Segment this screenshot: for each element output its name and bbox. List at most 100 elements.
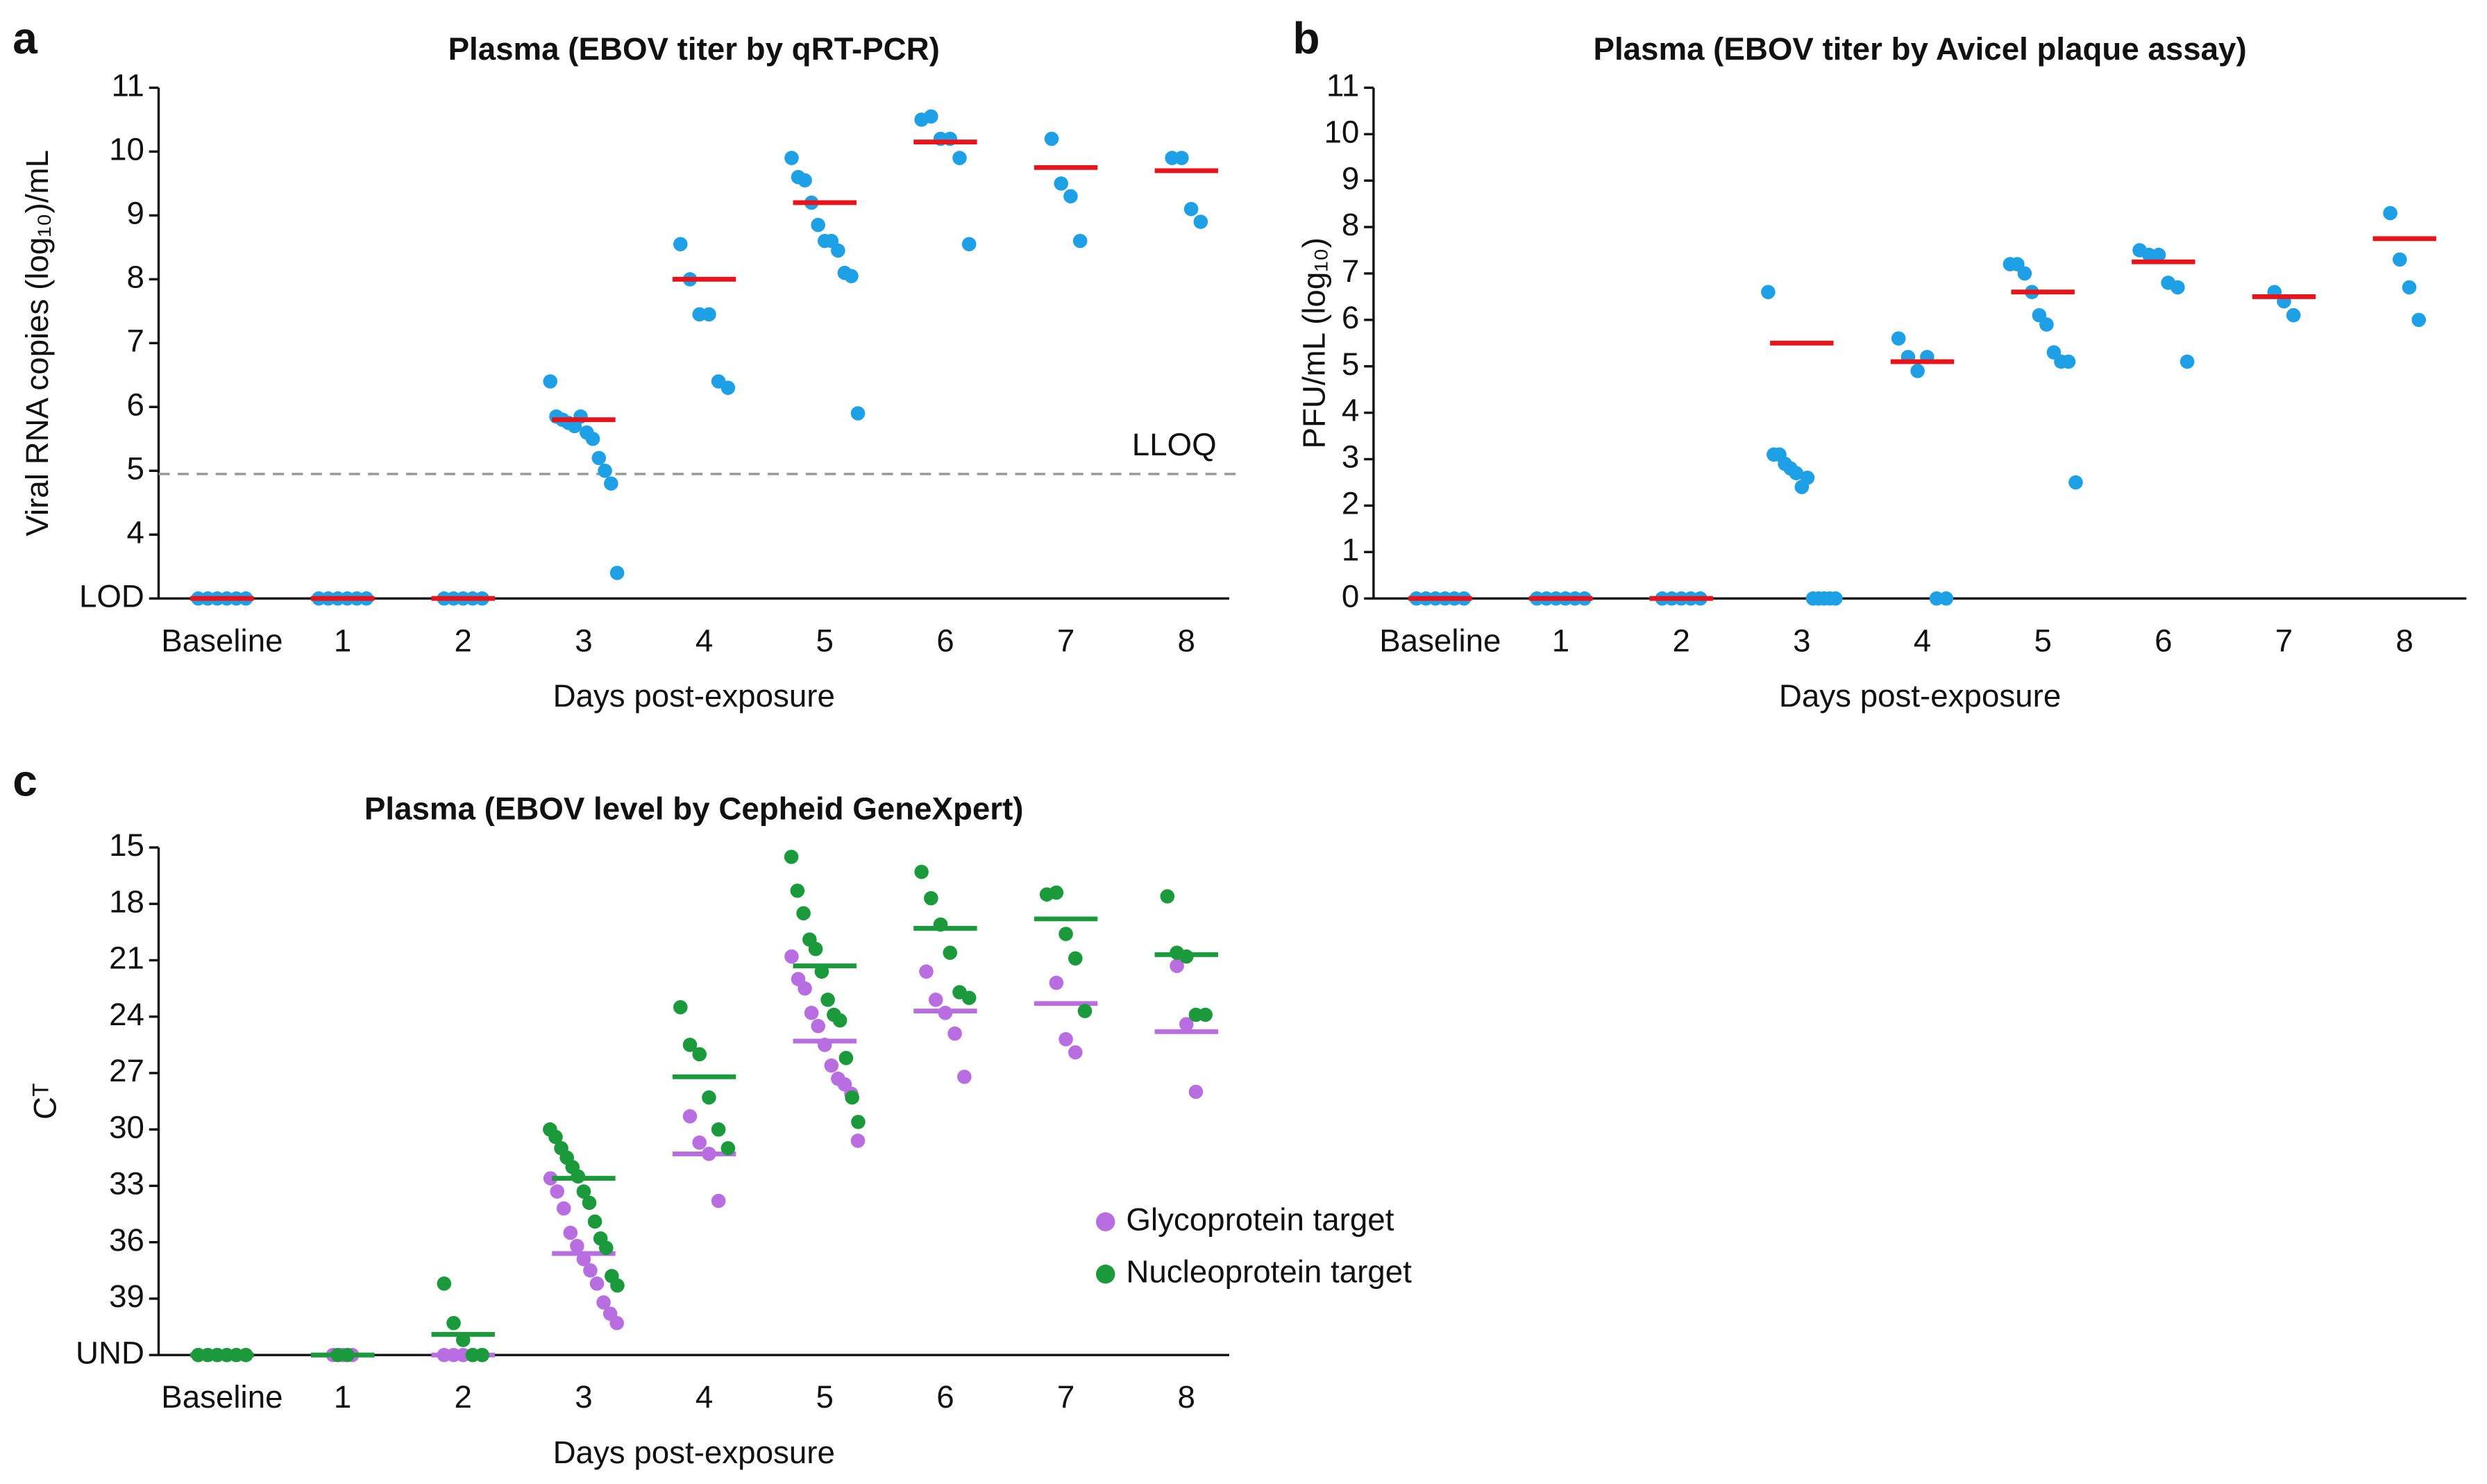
y-tick-label: 2 bbox=[1342, 485, 1359, 521]
data-point bbox=[1049, 885, 1064, 900]
y-tick-label: 30 bbox=[109, 1109, 144, 1145]
y-tick-label: 7 bbox=[1342, 253, 1359, 289]
data-point bbox=[583, 1263, 598, 1278]
data-point bbox=[2170, 280, 2185, 295]
data-point bbox=[1193, 214, 1208, 229]
x-tick-label: 2 bbox=[1672, 623, 1689, 658]
data-point bbox=[919, 964, 934, 979]
data-point bbox=[587, 1214, 602, 1229]
data-point bbox=[824, 1058, 839, 1073]
data-point bbox=[838, 1050, 854, 1065]
data-point bbox=[914, 864, 929, 879]
data-point bbox=[804, 1005, 819, 1020]
y-tick-label: 11 bbox=[112, 67, 144, 103]
x-tick-label: Baseline bbox=[161, 623, 283, 658]
data-point bbox=[784, 850, 799, 864]
data-point bbox=[548, 1129, 563, 1145]
chart-title: Plasma (EBOV level by Cepheid GeneXpert) bbox=[364, 791, 1024, 826]
data-point bbox=[550, 1184, 564, 1199]
y-axis-label: Viral RNA copies (log₁₀)/mL bbox=[19, 150, 55, 537]
data-point bbox=[2393, 252, 2407, 267]
data-point bbox=[924, 891, 938, 906]
data-point bbox=[543, 374, 558, 389]
data-point bbox=[844, 269, 859, 284]
panel-label: b bbox=[1292, 13, 1320, 63]
data-point bbox=[2068, 475, 2083, 490]
y-tick-label: 15 bbox=[109, 827, 144, 863]
data-point bbox=[1174, 151, 1189, 165]
x-axis-label: Days post-exposure bbox=[553, 678, 835, 714]
y-tick-label: 6 bbox=[127, 387, 144, 422]
y-tick-label: 18 bbox=[109, 884, 144, 919]
data-point bbox=[947, 1026, 962, 1041]
data-point bbox=[1910, 364, 1925, 378]
x-tick-label: 6 bbox=[936, 623, 954, 658]
x-tick-label: 7 bbox=[2275, 623, 2293, 658]
data-point bbox=[1800, 471, 1815, 485]
data-point bbox=[604, 476, 618, 491]
data-point bbox=[1789, 466, 1804, 480]
data-point bbox=[784, 151, 799, 165]
data-point bbox=[1198, 1007, 1213, 1022]
data-point bbox=[820, 993, 835, 1007]
data-point bbox=[2286, 307, 2301, 323]
data-point bbox=[475, 1347, 489, 1363]
data-point bbox=[692, 1047, 707, 1062]
data-point bbox=[446, 1315, 461, 1331]
y-tick-label: 6 bbox=[1342, 300, 1359, 335]
x-tick-label: 7 bbox=[1057, 1379, 1074, 1415]
data-point bbox=[682, 1038, 698, 1052]
data-point bbox=[1761, 285, 1776, 300]
x-tick-label: 4 bbox=[695, 1379, 713, 1415]
panel-label: a bbox=[12, 13, 37, 63]
y-tick-label: 39 bbox=[109, 1279, 144, 1314]
data-point bbox=[1939, 591, 1954, 606]
data-point bbox=[596, 1295, 611, 1310]
data-point bbox=[851, 1115, 866, 1129]
data-point bbox=[1179, 1017, 1194, 1031]
x-tick-label: 3 bbox=[575, 1379, 592, 1415]
y-axis-label: PFU/mL (log₁₀) bbox=[1297, 237, 1332, 448]
y-tick-label: 8 bbox=[127, 259, 144, 294]
data-point bbox=[609, 1315, 624, 1331]
x-tick-label: 2 bbox=[455, 1379, 472, 1415]
data-point bbox=[1183, 201, 1199, 217]
data-point bbox=[1891, 331, 1906, 346]
data-point bbox=[1068, 951, 1083, 966]
x-tick-label: 3 bbox=[575, 623, 592, 658]
data-point bbox=[2411, 312, 2427, 328]
legend-marker bbox=[1095, 1212, 1115, 1231]
data-point bbox=[576, 1184, 591, 1199]
data-point bbox=[961, 237, 977, 252]
y-tick-label: 9 bbox=[127, 195, 144, 230]
data-point bbox=[711, 1122, 726, 1137]
y-tick-label: 4 bbox=[1342, 393, 1359, 428]
data-point bbox=[924, 109, 938, 124]
data-point bbox=[1188, 1084, 1204, 1099]
x-tick-label: 8 bbox=[2395, 623, 2413, 658]
data-point bbox=[720, 1140, 736, 1156]
data-point bbox=[943, 945, 958, 960]
x-tick-label: 2 bbox=[455, 623, 472, 658]
data-point bbox=[2061, 354, 2076, 369]
data-point bbox=[1044, 131, 1059, 146]
data-point bbox=[1068, 1045, 1083, 1060]
y-tick-label: 24 bbox=[109, 997, 144, 1032]
data-point bbox=[845, 1090, 859, 1105]
x-tick-label: 5 bbox=[2034, 623, 2051, 658]
y-tick-label: 11 bbox=[1326, 67, 1359, 103]
legend-label: Nucleoprotein target bbox=[1126, 1254, 1412, 1290]
y-tick-label: 21 bbox=[109, 941, 144, 976]
y-axis-label: Cᵀ bbox=[28, 1083, 63, 1120]
data-point bbox=[692, 1135, 707, 1150]
data-point bbox=[811, 1018, 825, 1034]
y-tick-label: 10 bbox=[1324, 114, 1359, 149]
data-point bbox=[1059, 927, 1073, 941]
x-tick-label: 5 bbox=[816, 623, 834, 658]
y-tick-label: UND bbox=[76, 1335, 144, 1370]
data-point bbox=[702, 307, 716, 322]
data-point bbox=[798, 981, 812, 996]
data-point bbox=[957, 1070, 972, 1084]
data-point bbox=[437, 1276, 452, 1291]
y-tick-label: 0 bbox=[1342, 578, 1359, 614]
